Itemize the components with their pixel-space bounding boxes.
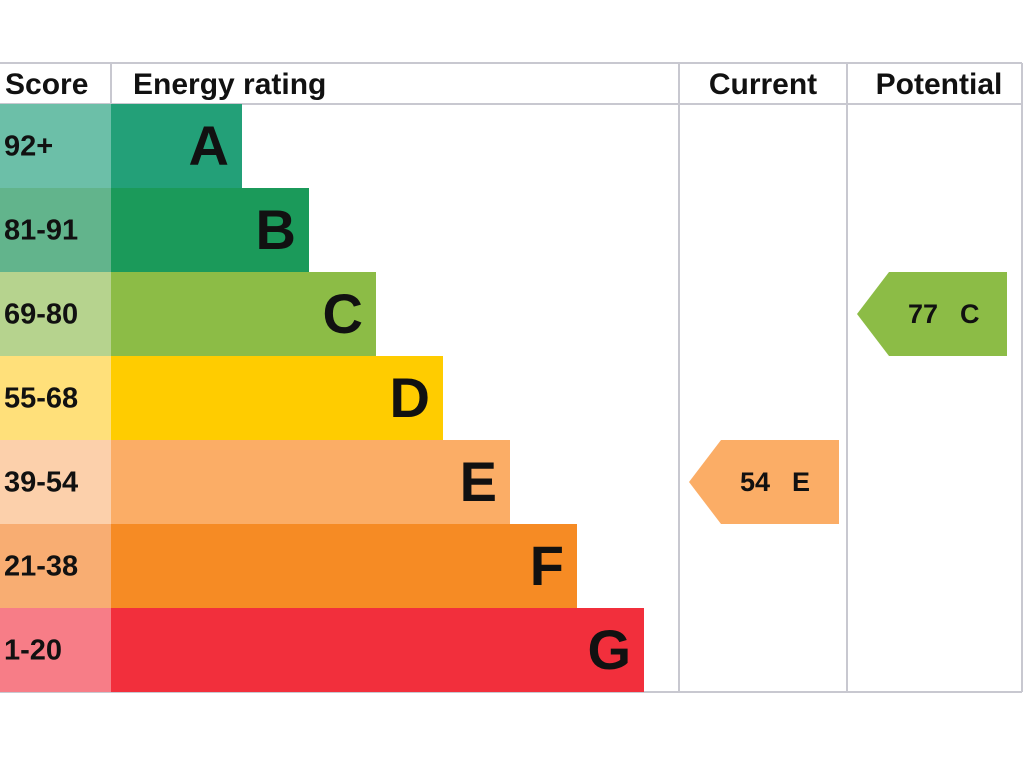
current-value: 54 <box>740 467 770 497</box>
score-cell <box>0 440 111 524</box>
header-score: Score <box>5 68 88 101</box>
score-range: 81-91 <box>4 215 78 247</box>
header-rating: Energy rating <box>133 68 326 101</box>
rating-bar <box>111 272 376 356</box>
rating-letter: B <box>256 198 296 261</box>
score-cell <box>0 608 111 692</box>
rating-bar <box>111 188 309 272</box>
potential-letter: C <box>960 299 980 329</box>
score-range: 1-20 <box>4 635 62 667</box>
rating-bar <box>111 524 577 608</box>
rating-bar <box>111 440 510 524</box>
current-arrow <box>689 440 839 524</box>
rating-letter: C <box>323 282 363 345</box>
rating-letter: G <box>587 618 631 681</box>
current-letter: E <box>792 467 810 497</box>
score-range: 21-38 <box>4 551 78 583</box>
potential-arrow <box>857 272 1007 356</box>
score-cell <box>0 524 111 608</box>
potential-value: 77 <box>908 299 938 329</box>
score-range: 55-68 <box>4 383 78 415</box>
rating-bar <box>111 104 242 188</box>
score-range: 39-54 <box>4 467 78 499</box>
rating-bar <box>111 608 644 692</box>
score-cell <box>0 356 111 440</box>
score-cell <box>0 104 111 188</box>
rating-letter: D <box>390 366 430 429</box>
rating-bar <box>111 356 443 440</box>
header-current: Current <box>709 68 817 101</box>
score-cell <box>0 188 111 272</box>
score-range: 69-80 <box>4 299 78 331</box>
rating-letter: F <box>530 534 564 597</box>
rating-letter: E <box>460 450 497 513</box>
score-cell <box>0 272 111 356</box>
rating-letter: A <box>189 114 229 177</box>
score-range: 92+ <box>4 131 53 163</box>
header-potential: Potential <box>876 68 1003 101</box>
